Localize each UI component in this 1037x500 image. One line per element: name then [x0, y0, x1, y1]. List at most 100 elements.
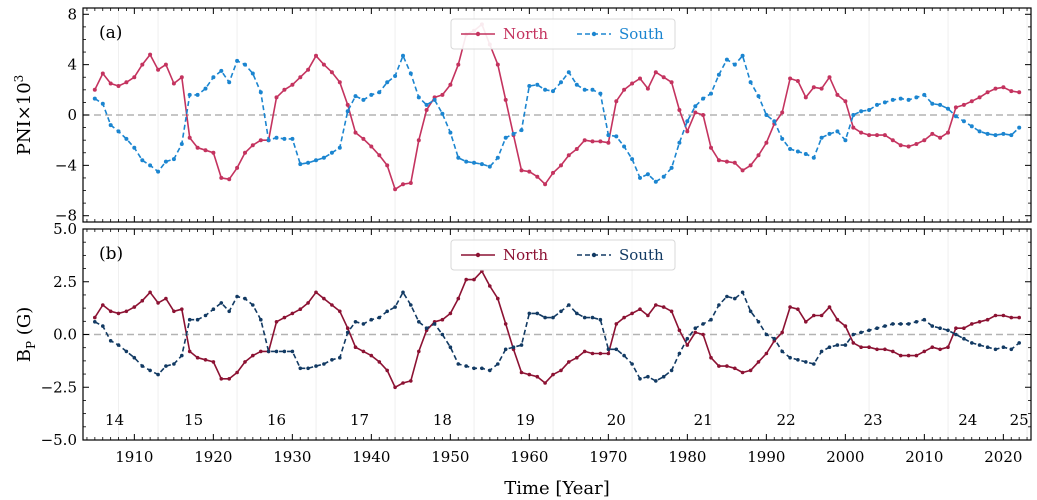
data-point [946, 130, 950, 135]
data-point [535, 374, 540, 379]
data-point [401, 182, 405, 187]
cycle-label: 20 [607, 411, 626, 429]
data-point [914, 95, 919, 100]
data-point [725, 364, 729, 368]
data-point [993, 86, 998, 91]
data-point [282, 136, 287, 141]
data-point [377, 360, 382, 364]
data-point [567, 360, 571, 364]
data-point [298, 162, 303, 167]
data-point [266, 138, 271, 143]
data-point [203, 358, 208, 362]
data-point [258, 138, 263, 143]
data-point [472, 366, 476, 371]
data-point [345, 326, 350, 331]
data-point [156, 301, 160, 305]
data-point [764, 140, 769, 145]
data-point [290, 349, 295, 354]
data-point [535, 311, 540, 316]
data-point [898, 353, 903, 358]
x-tick-label: 2010 [905, 448, 943, 466]
data-point [764, 351, 769, 356]
data-point [851, 341, 856, 345]
data-point [211, 307, 216, 312]
data-point [187, 349, 192, 354]
data-point [795, 79, 800, 83]
data-point [424, 326, 429, 331]
data-point [661, 374, 666, 379]
data-point [835, 129, 840, 134]
data-point [472, 160, 476, 165]
data-point [519, 370, 524, 375]
data-point [1017, 341, 1021, 345]
data-point [709, 317, 713, 322]
data-point [101, 303, 105, 307]
series-line [94, 23, 1020, 191]
data-point [883, 347, 887, 352]
data-point [401, 290, 405, 295]
data-point [401, 381, 405, 385]
data-point [867, 133, 872, 138]
data-point [914, 353, 919, 358]
legend-box [450, 239, 676, 271]
data-point [922, 317, 927, 322]
data-point [843, 138, 848, 143]
data-point [93, 315, 97, 320]
data-point [124, 349, 129, 354]
data-point [314, 364, 318, 368]
data-point [946, 328, 950, 333]
data-point [274, 320, 279, 324]
data-point [180, 307, 184, 312]
data-point [614, 99, 619, 104]
data-point [882, 133, 887, 138]
data-point [116, 84, 121, 88]
data-point [250, 143, 255, 148]
data-point [417, 320, 421, 324]
data-point [116, 311, 121, 316]
data-point [132, 355, 137, 360]
data-point [875, 326, 879, 331]
data-point [258, 90, 263, 95]
data-point [827, 305, 832, 309]
data-point [219, 68, 224, 73]
data-point [148, 290, 152, 295]
data-point [788, 355, 792, 360]
x-tick-label: 1960 [510, 448, 548, 466]
data-point [148, 163, 153, 168]
cycle-label: 15 [184, 411, 203, 429]
data-point [393, 187, 398, 192]
data-point [724, 57, 729, 62]
data-point [614, 134, 619, 139]
data-point [353, 94, 358, 99]
data-point [811, 155, 816, 160]
data-point [290, 136, 295, 141]
data-point [977, 320, 982, 324]
data-point [930, 345, 935, 350]
data-point [867, 108, 872, 112]
data-point [733, 366, 737, 371]
data-point [448, 82, 453, 87]
data-point [788, 147, 793, 151]
data-point [622, 144, 627, 149]
data-point [962, 336, 966, 341]
data-point [756, 153, 761, 158]
data-point [812, 362, 816, 366]
data-point [606, 347, 611, 352]
data-point [716, 72, 721, 77]
data-point [819, 349, 824, 354]
legend-label: North [503, 246, 548, 264]
data-point [195, 145, 200, 150]
data-point [1009, 347, 1014, 352]
data-point [559, 163, 563, 168]
data-point [551, 170, 555, 175]
data-point [693, 330, 698, 335]
data-point [274, 95, 279, 100]
data-point [519, 343, 524, 347]
x-tick-label: 1990 [747, 448, 785, 466]
data-point [843, 324, 848, 328]
data-point [819, 313, 824, 318]
data-point [756, 94, 761, 99]
data-point [970, 341, 974, 345]
data-point [108, 309, 113, 314]
data-point [298, 75, 303, 80]
